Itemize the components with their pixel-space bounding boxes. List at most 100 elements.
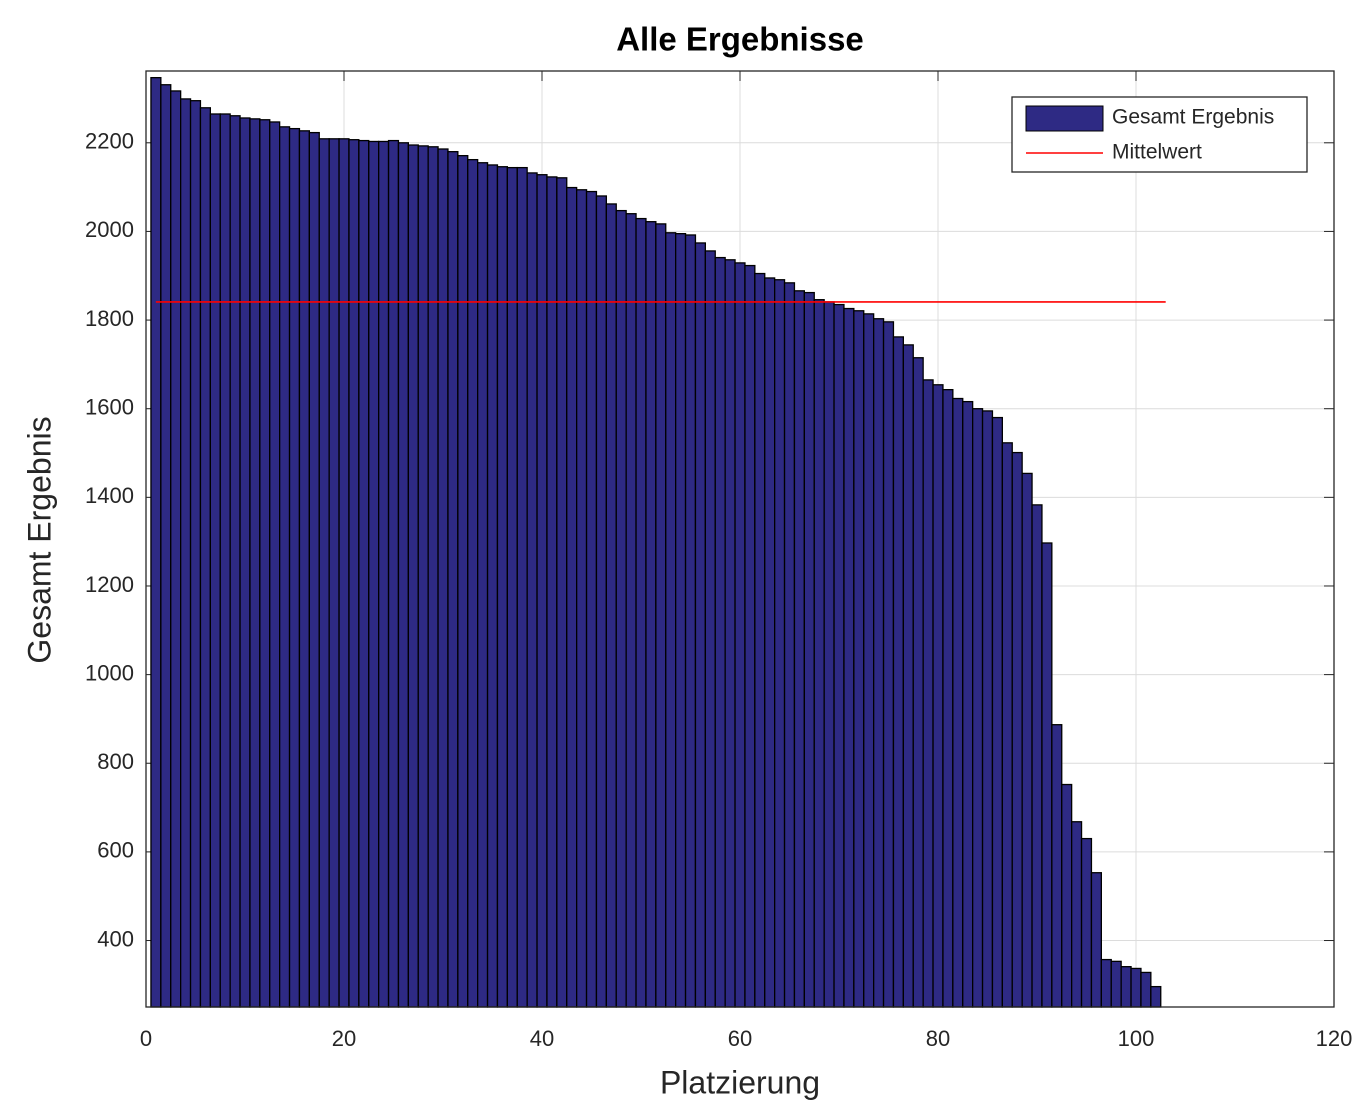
bar [1021,472,1033,1008]
bar [259,119,271,1008]
bar [397,142,410,1008]
bar [863,313,875,1008]
bar [150,76,162,1008]
bar [754,272,766,1008]
bar [288,127,301,1008]
chart-title: Alle Ergebnisse [616,21,864,58]
bar [427,146,439,1008]
bar [625,213,637,1008]
x-tick-label: 120 [1316,1026,1353,1051]
bar [902,344,914,1008]
bar [269,121,281,1008]
bar [853,310,865,1008]
bar [249,118,261,1008]
bar [823,301,835,1008]
x-tick-label: 0 [140,1026,152,1051]
x-tick-label: 100 [1118,1026,1155,1051]
bar [437,148,449,1008]
bar [981,410,994,1008]
bar [1140,971,1152,1008]
bar [803,291,815,1008]
y-tick-label: 2200 [85,129,134,154]
bar [585,190,598,1008]
bar [526,172,538,1008]
bar [476,162,489,1008]
bar [704,250,716,1008]
bar [793,290,806,1008]
bar [1061,783,1073,1008]
bar [744,264,756,1008]
bar [882,321,895,1008]
bar [358,139,370,1008]
bar [170,90,182,1008]
bar [1031,504,1043,1008]
bar [229,115,241,1008]
y-tick-label: 1200 [85,572,134,597]
x-tick-label: 60 [728,1026,752,1051]
bar [328,138,340,1008]
bar [566,186,578,1008]
bar [447,151,459,1008]
bar [932,384,944,1008]
bar [873,318,885,1008]
y-tick-label: 400 [97,926,134,951]
bar [377,140,390,1008]
bar [467,158,479,1008]
bar [1150,985,1162,1008]
bar [942,388,954,1008]
bar [774,279,786,1008]
bar [239,117,251,1008]
bar [605,203,617,1008]
bar [1130,967,1142,1008]
y-tick-label: 1600 [85,395,134,420]
bar [675,232,687,1008]
bar [368,140,380,1008]
bar [833,303,845,1008]
bar [209,113,221,1008]
bar [684,234,697,1008]
bar [278,126,291,1008]
bar [387,139,400,1008]
bar [576,189,588,1008]
y-axis-label: Gesamt Ergebnis [21,416,57,663]
bar [1071,821,1083,1008]
bar [645,221,657,1008]
y-tick-label: 1800 [85,306,134,331]
axes-box [145,70,1335,1008]
bar [843,307,855,1008]
bar [348,139,360,1008]
bar [486,164,499,1008]
bar [724,259,736,1008]
y-tick-label: 2000 [85,217,134,242]
bar [991,416,1004,1008]
y-tick-label: 1400 [85,483,134,508]
legend-swatch [1025,105,1104,132]
bar [506,166,518,1008]
bar [1041,542,1053,1008]
bar [1011,451,1023,1008]
x-axis-label: Platzierung [660,1064,820,1100]
bar [952,397,964,1008]
bar [783,282,796,1008]
bar [417,145,429,1008]
bar [189,100,202,1008]
bar [318,138,330,1008]
bar [407,144,419,1008]
bar [1110,960,1122,1008]
bar [912,357,924,1008]
bar [972,408,984,1008]
bar [298,130,311,1008]
bar [655,223,667,1008]
bar [635,217,647,1008]
bar [962,400,974,1008]
y-tick-label: 600 [97,838,134,863]
bar [694,242,707,1008]
bar [922,379,934,1008]
bar [813,299,825,1008]
bar [338,138,350,1008]
bar [516,166,528,1008]
bar [308,131,320,1008]
bar [1080,837,1093,1008]
bar [1051,724,1063,1008]
